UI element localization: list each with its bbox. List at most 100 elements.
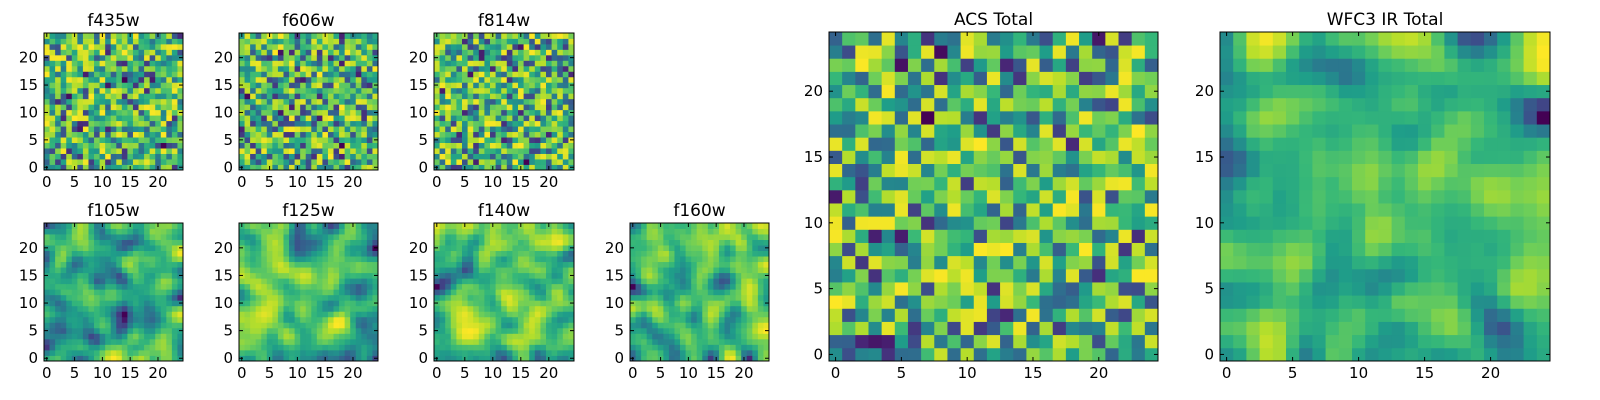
- heatmap-cell: [261, 223, 268, 229]
- heatmap-cell: [261, 148, 268, 154]
- heatmap-cell: [1039, 255, 1054, 270]
- heatmap-cell: [171, 245, 178, 251]
- heatmap-cell: [300, 294, 307, 301]
- heatmap-cell: [116, 137, 123, 143]
- heatmap-cell: [646, 289, 653, 296]
- heatmap-cell: [445, 294, 452, 301]
- heatmap-cell: [272, 131, 279, 138]
- heatmap-cell: [1118, 334, 1133, 349]
- heatmap-cell: [49, 49, 56, 56]
- heatmap-cell: [960, 321, 975, 336]
- heatmap-cell: [244, 54, 251, 61]
- heatmap-cell: [680, 267, 686, 274]
- heatmap-cell: [110, 344, 117, 351]
- heatmap-cell: [546, 234, 552, 240]
- heatmap-cell: [121, 164, 128, 171]
- heatmap-cell: [55, 250, 62, 257]
- heatmap-cell: [495, 267, 502, 274]
- heatmap-cell: [361, 33, 368, 39]
- heatmap-cell: [490, 137, 496, 143]
- heatmap-cell: [881, 347, 896, 362]
- heatmap-cell: [333, 228, 340, 235]
- heatmap-cell: [266, 278, 273, 285]
- heatmap-cell: [568, 126, 575, 133]
- heatmap-cell: [94, 311, 100, 318]
- heatmap-cell: [261, 60, 268, 67]
- heatmap-cell: [674, 327, 681, 334]
- heatmap-cell: [94, 327, 100, 334]
- heatmap-cell: [518, 239, 524, 246]
- heatmap-cell: [894, 321, 909, 336]
- heatmap-cell: [361, 316, 368, 323]
- heatmap-cell: [255, 305, 262, 312]
- heatmap-cell: [1065, 295, 1080, 309]
- heatmap-cell: [255, 316, 262, 323]
- heatmap-cell: [305, 294, 312, 301]
- heatmap-cell: [105, 137, 112, 143]
- heatmap-cell: [546, 250, 552, 257]
- heatmap-cell: [110, 71, 117, 78]
- heatmap-cell: [289, 327, 295, 334]
- heatmap-cell: [372, 256, 379, 263]
- heatmap-cell: [707, 294, 714, 301]
- heatmap-cell: [372, 131, 379, 138]
- heatmap-cell: [490, 311, 496, 318]
- heatmap-cell: [361, 300, 368, 307]
- heatmap-cell: [261, 355, 268, 362]
- heatmap-cell: [261, 256, 268, 263]
- heatmap-cell: [680, 283, 686, 290]
- heatmap-cell: [144, 349, 151, 356]
- heatmap-cell: [294, 322, 301, 329]
- heatmap-cell: [355, 223, 362, 229]
- heatmap-cell: [641, 355, 648, 362]
- heatmap-cell: [144, 137, 151, 143]
- heatmap-cell: [685, 327, 692, 334]
- heatmap-cell: [685, 311, 692, 318]
- heatmap-cell: [478, 272, 485, 279]
- heatmap-cell: [907, 295, 922, 309]
- heatmap-cell: [546, 109, 552, 116]
- heatmap-cell: [434, 239, 440, 246]
- heatmap-cell: [350, 153, 357, 160]
- heatmap-cell: [361, 65, 368, 72]
- heatmap-cell: [467, 278, 474, 285]
- heatmap-cell: [99, 126, 106, 133]
- heatmap-cell: [333, 256, 340, 263]
- heatmap-cell: [160, 131, 167, 138]
- heatmap-cell: [484, 120, 491, 127]
- heatmap-cell: [289, 344, 295, 351]
- heatmap-cell: [540, 239, 547, 246]
- heatmap-cell: [855, 347, 869, 362]
- heatmap-cell: [702, 300, 709, 307]
- heatmap-cell: [149, 272, 156, 279]
- heatmap-cell: [518, 153, 524, 160]
- heatmap-cell: [55, 93, 62, 100]
- heatmap-cell: [366, 267, 373, 274]
- heatmap-cell: [350, 327, 357, 334]
- heatmap-cell: [473, 256, 480, 263]
- heatmap-cell: [116, 43, 123, 50]
- heatmap-cell: [250, 289, 257, 296]
- heatmap-cell: [829, 321, 843, 336]
- heatmap-cell: [82, 294, 89, 301]
- heatmap-cell: [344, 33, 351, 39]
- heatmap-cell: [300, 355, 307, 362]
- heatmap-cell: [439, 234, 446, 240]
- heatmap-cell: [562, 272, 569, 279]
- heatmap-cell: [713, 256, 720, 263]
- heatmap-cell: [255, 294, 262, 301]
- heatmap-cell: [501, 349, 508, 356]
- heatmap-cell: [439, 71, 446, 78]
- heatmap-cell: [439, 54, 446, 61]
- heatmap-cell: [105, 159, 112, 165]
- heatmap-cell: [501, 245, 508, 251]
- heatmap-cell: [450, 250, 457, 257]
- heatmap-cell: [718, 267, 725, 274]
- heatmap-cell: [121, 87, 128, 94]
- heatmap-cell: [99, 256, 106, 263]
- heatmap-cell: [529, 349, 536, 356]
- heatmap-cell: [551, 82, 558, 89]
- heatmap-cell: [350, 289, 357, 296]
- heatmap-cell: [361, 87, 368, 94]
- heatmap-cell: [350, 305, 357, 312]
